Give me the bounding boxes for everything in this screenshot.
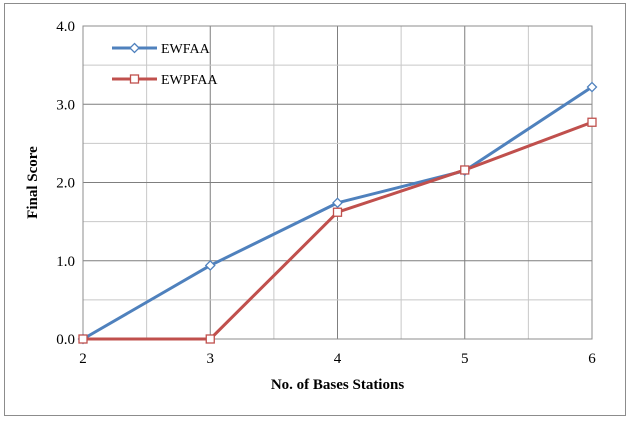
legend-item: EWFAA <box>112 42 211 57</box>
y-tick-label: 4.0 <box>56 19 75 35</box>
x-tick-label: 2 <box>79 351 87 367</box>
grid <box>83 26 592 339</box>
y-tick-labels: 0.0 1.0 2.0 3.0 4.0 <box>56 19 75 348</box>
legend-label: EWPFAA <box>161 73 218 88</box>
square-marker <box>334 208 342 216</box>
x-tick-labels: 2 3 4 5 6 <box>79 351 596 367</box>
x-tick-label: 6 <box>588 351 596 367</box>
square-marker <box>131 75 139 83</box>
square-marker <box>588 118 596 126</box>
y-tick-label: 1.0 <box>56 254 75 270</box>
square-marker <box>461 166 469 174</box>
y-tick-label: 2.0 <box>56 176 75 192</box>
square-marker <box>79 335 87 343</box>
legend-item: EWPFAA <box>112 73 218 88</box>
diamond-marker <box>130 44 139 53</box>
x-axis-title: No. of Bases Stations <box>271 377 405 393</box>
x-tick-label: 4 <box>334 351 342 367</box>
legend-label: EWFAA <box>161 42 211 57</box>
y-tick-label: 3.0 <box>56 97 75 113</box>
y-axis-title: Final Score <box>25 146 41 219</box>
y-tick-label: 0.0 <box>56 332 75 348</box>
square-marker <box>206 335 214 343</box>
x-tick-label: 5 <box>461 351 469 367</box>
x-tick-label: 3 <box>207 351 215 367</box>
